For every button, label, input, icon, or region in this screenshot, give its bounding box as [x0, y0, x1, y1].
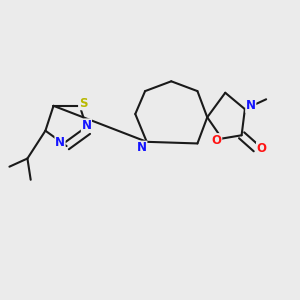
Text: N: N — [246, 99, 256, 112]
Text: N: N — [81, 119, 92, 132]
Text: S: S — [79, 97, 87, 110]
Text: N: N — [55, 136, 65, 149]
Text: O: O — [212, 134, 222, 147]
Text: N: N — [137, 141, 147, 154]
Text: O: O — [256, 142, 267, 155]
